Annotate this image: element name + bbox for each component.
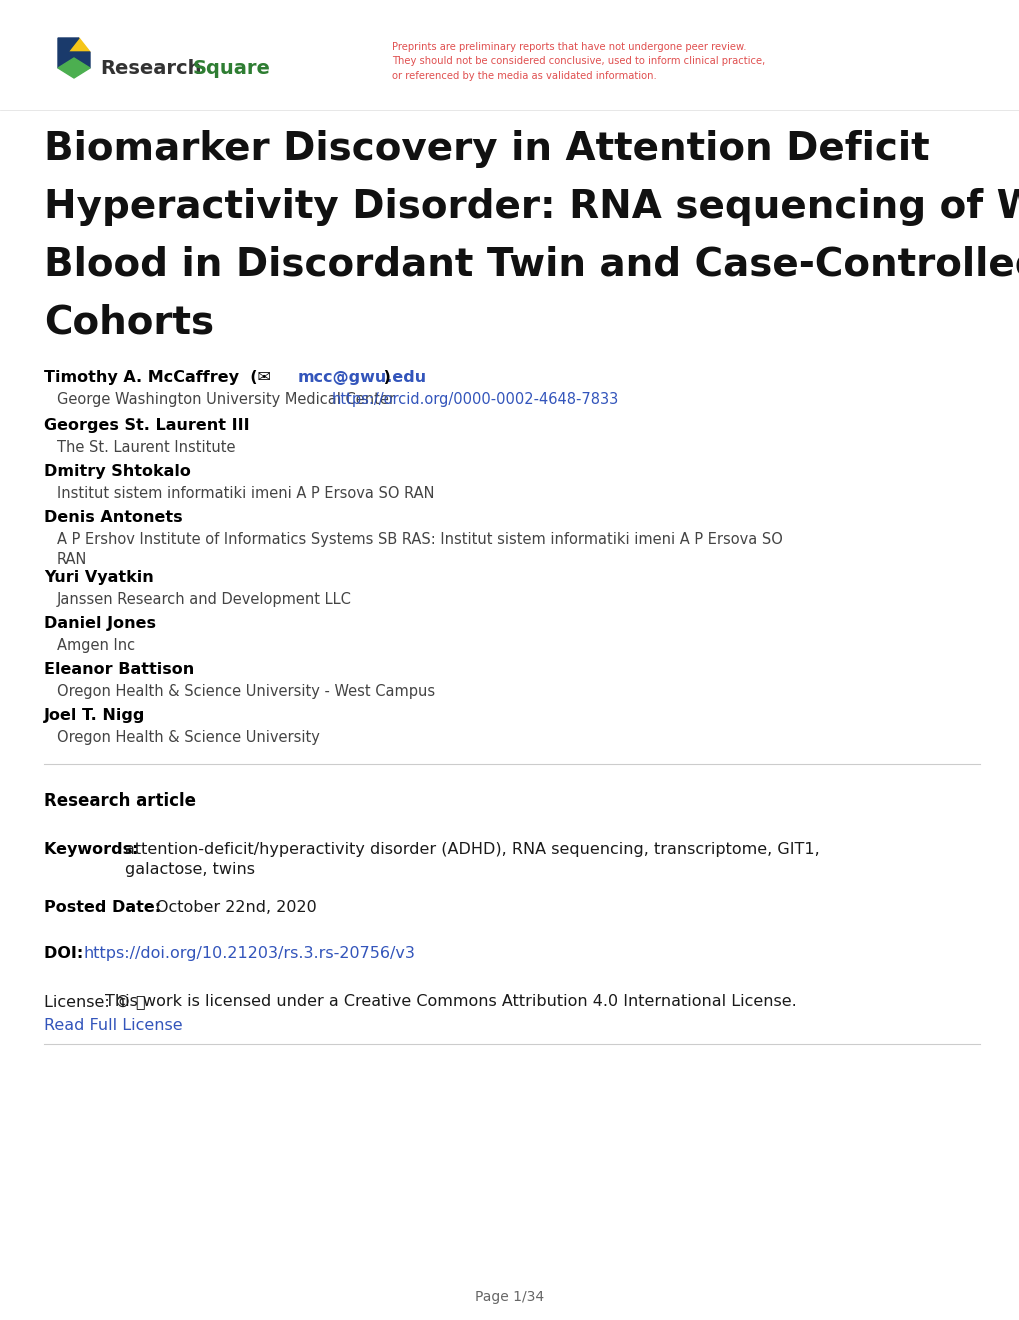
Text: Cohorts: Cohorts [44,304,214,342]
Text: Research article: Research article [44,792,196,810]
Text: Amgen Inc: Amgen Inc [57,638,135,653]
Polygon shape [68,38,90,51]
Text: Hyperactivity Disorder: RNA sequencing of Whole: Hyperactivity Disorder: RNA sequencing o… [44,187,1019,226]
Text: Denis Antonets: Denis Antonets [44,510,182,525]
Text: Joel T. Nigg: Joel T. Nigg [44,708,146,723]
Text: Keywords:: Keywords: [44,842,144,857]
Text: Oregon Health & Science University - West Campus: Oregon Health & Science University - Wes… [57,684,435,700]
Text: Posted Date:: Posted Date: [44,900,166,915]
Text: Timothy A. McCaffrey  (✉: Timothy A. McCaffrey (✉ [44,370,276,385]
Text: The St. Laurent Institute: The St. Laurent Institute [57,440,235,455]
Text: DOI:: DOI: [44,946,89,961]
Polygon shape [58,58,90,78]
Text: George Washington University Medical Center: George Washington University Medical Cen… [57,392,394,407]
Text: Georges St. Laurent III: Georges St. Laurent III [44,418,250,433]
Text: Institut sistem informatiki imeni A P Ersova SO RAN: Institut sistem informatiki imeni A P Er… [57,486,434,502]
Text: Research: Research [100,58,202,78]
Text: Daniel Jones: Daniel Jones [44,616,156,631]
Text: Eleanor Battison: Eleanor Battison [44,663,194,677]
Text: Janssen Research and Development LLC: Janssen Research and Development LLC [57,591,352,607]
Text: Page 1/34: Page 1/34 [475,1290,544,1304]
Polygon shape [58,38,90,69]
Text: Oregon Health & Science University: Oregon Health & Science University [57,730,320,744]
Text: Yuri Vyatkin: Yuri Vyatkin [44,570,154,585]
Text: Biomarker Discovery in Attention Deficit: Biomarker Discovery in Attention Deficit [44,129,928,168]
Text: This work is licensed under a Creative Commons Attribution 4.0 International Lic: This work is licensed under a Creative C… [105,994,796,1008]
Text: A P Ershov Institute of Informatics Systems SB RAS: Institut sistem informatiki : A P Ershov Institute of Informatics Syst… [57,532,783,566]
Text: Dmitry Shtokalo: Dmitry Shtokalo [44,465,191,479]
Text: https://doi.org/10.21203/rs.3.rs-20756/v3: https://doi.org/10.21203/rs.3.rs-20756/v… [84,946,416,961]
Text: October 22nd, 2020: October 22nd, 2020 [156,900,317,915]
Text: Blood in Discordant Twin and Case-Controlled: Blood in Discordant Twin and Case-Contro… [44,246,1019,284]
Text: ): ) [378,370,390,385]
Text: Preprints are preliminary reports that have not undergone peer review.
They shou: Preprints are preliminary reports that h… [391,42,764,81]
Text: Square: Square [193,58,271,78]
Text: attention-deficit/hyperactivity disorder (ADHD), RNA sequencing, transcriptome, : attention-deficit/hyperactivity disorder… [125,842,819,878]
Text: License: © ⓘ: License: © ⓘ [44,994,151,1008]
Text: https://orcid.org/0000-0002-4648-7833: https://orcid.org/0000-0002-4648-7833 [331,392,619,407]
Text: mcc@gwu.edu: mcc@gwu.edu [298,370,427,385]
Text: Read Full License: Read Full License [44,1018,182,1034]
